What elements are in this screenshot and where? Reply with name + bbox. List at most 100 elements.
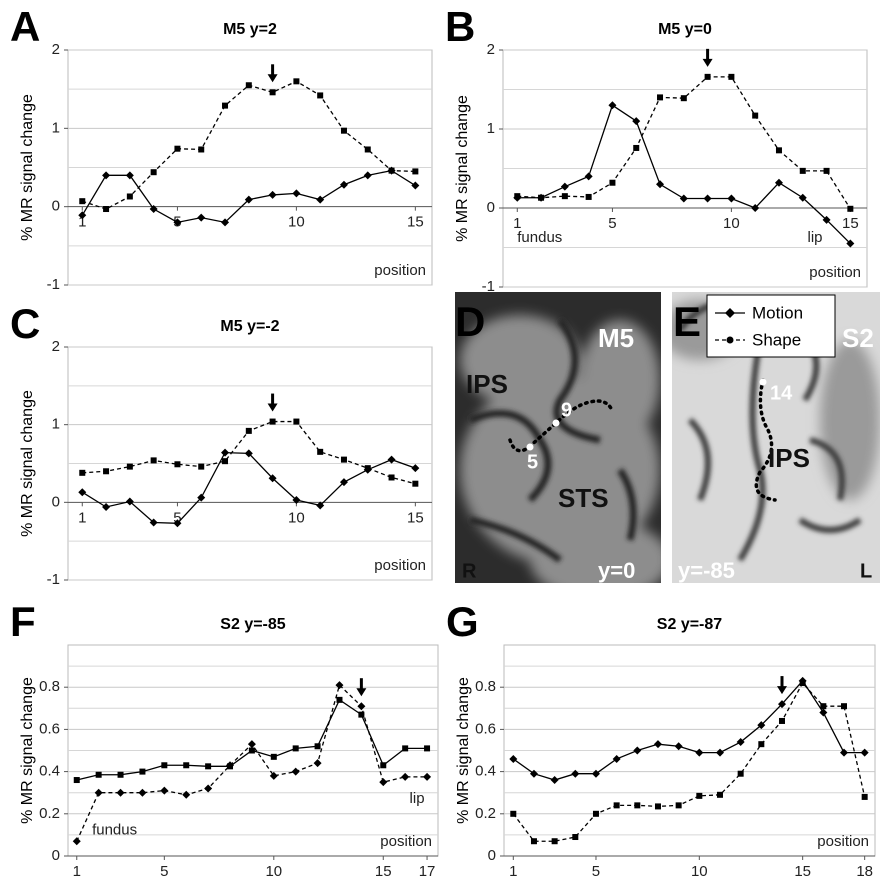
point [531, 838, 537, 844]
y-tick-label: 0.4 [475, 763, 496, 780]
panel-letter: F [10, 598, 36, 645]
y-axis-label: % MR signal change [455, 677, 472, 824]
point [696, 793, 702, 799]
chart-title: S2 y=-87 [657, 616, 722, 633]
point [655, 803, 661, 809]
point [161, 762, 167, 768]
x-tick-label: 10 [288, 509, 305, 526]
chart-title: S2 y=-85 [220, 616, 285, 633]
point [365, 146, 371, 152]
point [74, 777, 80, 783]
annotation: fundus [517, 229, 562, 246]
panel-letter: G [446, 598, 479, 645]
point [586, 194, 592, 200]
point [183, 762, 189, 768]
y-tick-label: 1 [487, 120, 495, 137]
point [538, 195, 544, 201]
x-tick-label: 5 [160, 863, 168, 877]
panel-letter: A [10, 3, 40, 50]
point [96, 772, 102, 778]
point [118, 772, 124, 778]
point [862, 794, 868, 800]
image-label: S2 [842, 323, 874, 353]
y-tick-label: -1 [482, 278, 495, 295]
x-tick-label: 10 [265, 863, 282, 877]
point [562, 193, 568, 199]
y-tick-label: 0.2 [39, 805, 60, 822]
point [205, 763, 211, 769]
point [758, 741, 764, 747]
point [552, 838, 558, 844]
x-axis-label: position [817, 833, 869, 850]
y-tick-label: 0.8 [39, 678, 60, 695]
y-tick-label: 0.6 [39, 720, 60, 737]
y-tick-label: 0 [487, 199, 495, 216]
point [614, 802, 620, 808]
point [820, 703, 826, 709]
x-tick-label: 10 [723, 215, 740, 232]
point [776, 147, 782, 153]
image-label: R [462, 560, 477, 582]
point [315, 743, 321, 749]
point [800, 680, 806, 686]
point [510, 811, 516, 817]
point [728, 74, 734, 80]
point [634, 802, 640, 808]
annotation: fundus [92, 822, 137, 839]
y-tick-label: 0 [52, 493, 60, 510]
x-tick-label: 15 [407, 509, 424, 526]
point [738, 771, 744, 777]
point [103, 468, 109, 474]
y-tick-label: 0.8 [475, 678, 496, 695]
x-axis-label: position [809, 264, 861, 281]
image-point-label: 5 [527, 451, 538, 473]
x-axis-label: position [374, 262, 426, 279]
y-tick-label: 1 [52, 416, 60, 433]
figure: D E M5 IPS STS R y=0 9 5 S2 IPS y=-85 L … [0, 0, 884, 877]
y-tick-label: 0.4 [39, 763, 60, 780]
x-tick-label: 17 [419, 863, 436, 877]
chart-title: M5 y=2 [223, 21, 277, 38]
panel-letter: E [673, 298, 701, 345]
point [270, 419, 276, 425]
point [676, 802, 682, 808]
image-point-label: 9 [561, 399, 572, 421]
point [317, 92, 323, 98]
x-tick-label: 15 [375, 863, 392, 877]
x-axis-label: position [380, 833, 432, 850]
point [572, 834, 578, 840]
legend-label: Shape [752, 330, 801, 349]
x-tick-label: 18 [856, 863, 873, 877]
point [717, 792, 723, 798]
x-tick-label: 15 [794, 863, 811, 877]
point [424, 745, 430, 751]
y-tick-label: 2 [487, 41, 495, 58]
image-label: IPS [466, 369, 508, 399]
legend-label: Motion [752, 303, 803, 322]
y-tick-label: 0 [488, 847, 496, 864]
image-label: L [860, 560, 872, 582]
legend-marker [727, 337, 734, 344]
point [293, 419, 299, 425]
y-tick-label: 2 [52, 41, 60, 58]
y-tick-label: 2 [52, 338, 60, 355]
y-tick-label: 0 [52, 847, 60, 864]
point [657, 94, 663, 100]
legend: Motion Shape [707, 295, 835, 357]
y-tick-label: 0.6 [475, 720, 496, 737]
point [412, 481, 418, 487]
point [779, 718, 785, 724]
point [174, 461, 180, 467]
point [841, 703, 847, 709]
roi-point [760, 379, 767, 386]
image-label: IPS [768, 443, 810, 473]
x-tick-label: 10 [691, 863, 708, 877]
point [514, 193, 520, 199]
image-point-label: 14 [770, 382, 793, 404]
roi-point [553, 420, 560, 427]
y-axis-label: % MR signal change [19, 677, 36, 824]
point [681, 95, 687, 101]
point [633, 145, 639, 151]
point [249, 748, 255, 754]
point [336, 697, 342, 703]
